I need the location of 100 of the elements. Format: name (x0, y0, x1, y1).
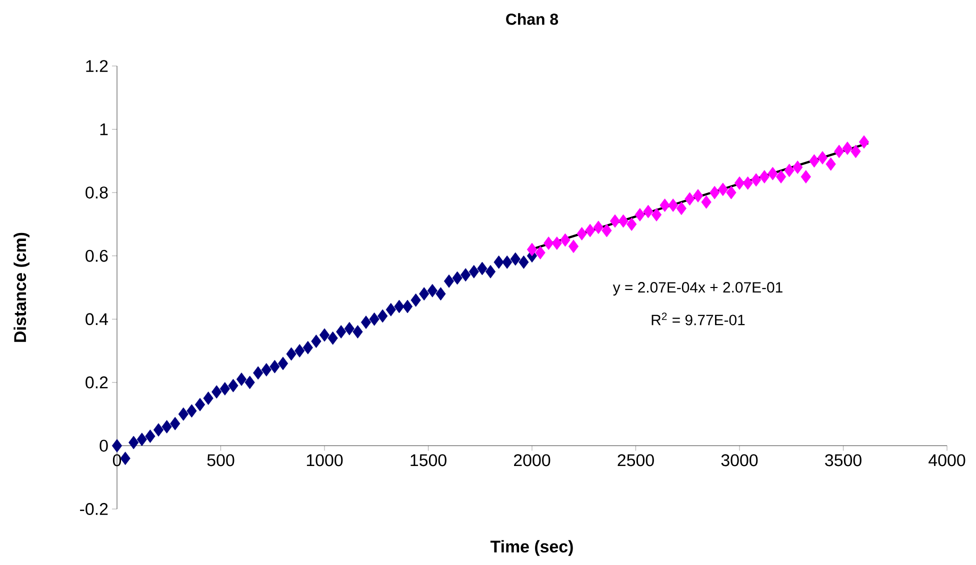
point (344, 322, 354, 336)
x-axis-title: Time (sec) (490, 540, 573, 556)
point (792, 160, 803, 174)
point (784, 164, 794, 178)
point (676, 202, 686, 216)
y-tick-label: 1.2 (86, 60, 108, 72)
point (444, 274, 454, 288)
point (842, 142, 852, 155)
point (436, 287, 446, 301)
x-tick-label: 4000 (928, 454, 966, 466)
point (634, 208, 645, 222)
point (120, 452, 130, 466)
point (244, 376, 255, 390)
point (726, 186, 736, 200)
y-tick-label: 1 (100, 123, 108, 136)
point (526, 242, 538, 256)
x-tick-label: 3500 (825, 454, 862, 466)
x-tick-label: 0 (112, 454, 122, 466)
point (194, 398, 206, 412)
point (294, 344, 305, 358)
x-tick-label: 500 (207, 454, 234, 466)
point (535, 246, 546, 260)
point (809, 154, 820, 168)
point (710, 186, 720, 200)
point (643, 204, 654, 218)
point (311, 334, 322, 348)
point (236, 372, 247, 386)
point (178, 407, 188, 421)
point (651, 208, 662, 222)
y-axis-title: Distance (cm) (14, 232, 30, 342)
point (452, 271, 462, 285)
point (701, 195, 712, 209)
point (128, 436, 139, 450)
point (402, 300, 413, 314)
point (593, 220, 604, 234)
y-tick-label: 0.6 (86, 250, 108, 262)
point (153, 423, 164, 437)
point (186, 404, 197, 418)
point (610, 214, 620, 228)
point (253, 366, 264, 380)
annotation: R$^{2}$ = 9.77E-01 (652, 312, 745, 326)
point (270, 360, 280, 374)
point (734, 176, 745, 190)
x-tick-label: 1500 (410, 454, 446, 466)
x-tick-label: 1000 (306, 454, 343, 466)
point (319, 328, 330, 342)
point (510, 252, 520, 266)
point (776, 170, 786, 184)
point (759, 170, 770, 184)
point (768, 166, 778, 180)
point (369, 312, 380, 326)
point (660, 198, 670, 212)
point (360, 316, 372, 330)
x-tick-label: 2500 (618, 454, 654, 466)
chart-title: Chan 8 (506, 13, 558, 25)
point (477, 262, 488, 276)
point (460, 268, 471, 282)
y-tick-label: 0 (100, 440, 108, 452)
point (352, 325, 363, 338)
point (212, 385, 222, 399)
point (410, 293, 421, 307)
point (386, 302, 396, 316)
point (718, 182, 728, 196)
point (800, 170, 811, 184)
x-tick-label: 3000 (721, 454, 758, 466)
point (485, 264, 496, 278)
point (145, 430, 156, 443)
point (203, 392, 214, 405)
point (112, 439, 122, 452)
point (692, 189, 704, 202)
point (568, 240, 579, 254)
point (518, 255, 529, 269)
point (162, 420, 172, 434)
point (552, 236, 562, 250)
x-tick-label: 2000 (514, 454, 550, 466)
point (228, 378, 238, 392)
point (751, 173, 762, 187)
point (817, 151, 828, 164)
point (261, 363, 272, 376)
point (378, 309, 388, 323)
point (427, 284, 438, 298)
y-tick-label: 0.2 (86, 376, 108, 388)
point (826, 157, 836, 171)
point (576, 227, 587, 240)
point (278, 356, 288, 370)
point (302, 340, 313, 354)
point (560, 233, 570, 247)
y-tick-label: -0.2 (80, 503, 108, 515)
point (286, 347, 296, 361)
point (618, 214, 628, 228)
point (170, 416, 180, 430)
point (394, 300, 404, 314)
point (684, 192, 695, 206)
point (136, 432, 147, 446)
annotation: y = 2.07E-04x + 2.07E-01 (612, 282, 782, 296)
point (626, 218, 637, 231)
point (742, 176, 753, 190)
point (502, 255, 512, 269)
point (544, 236, 554, 250)
point (419, 287, 430, 301)
